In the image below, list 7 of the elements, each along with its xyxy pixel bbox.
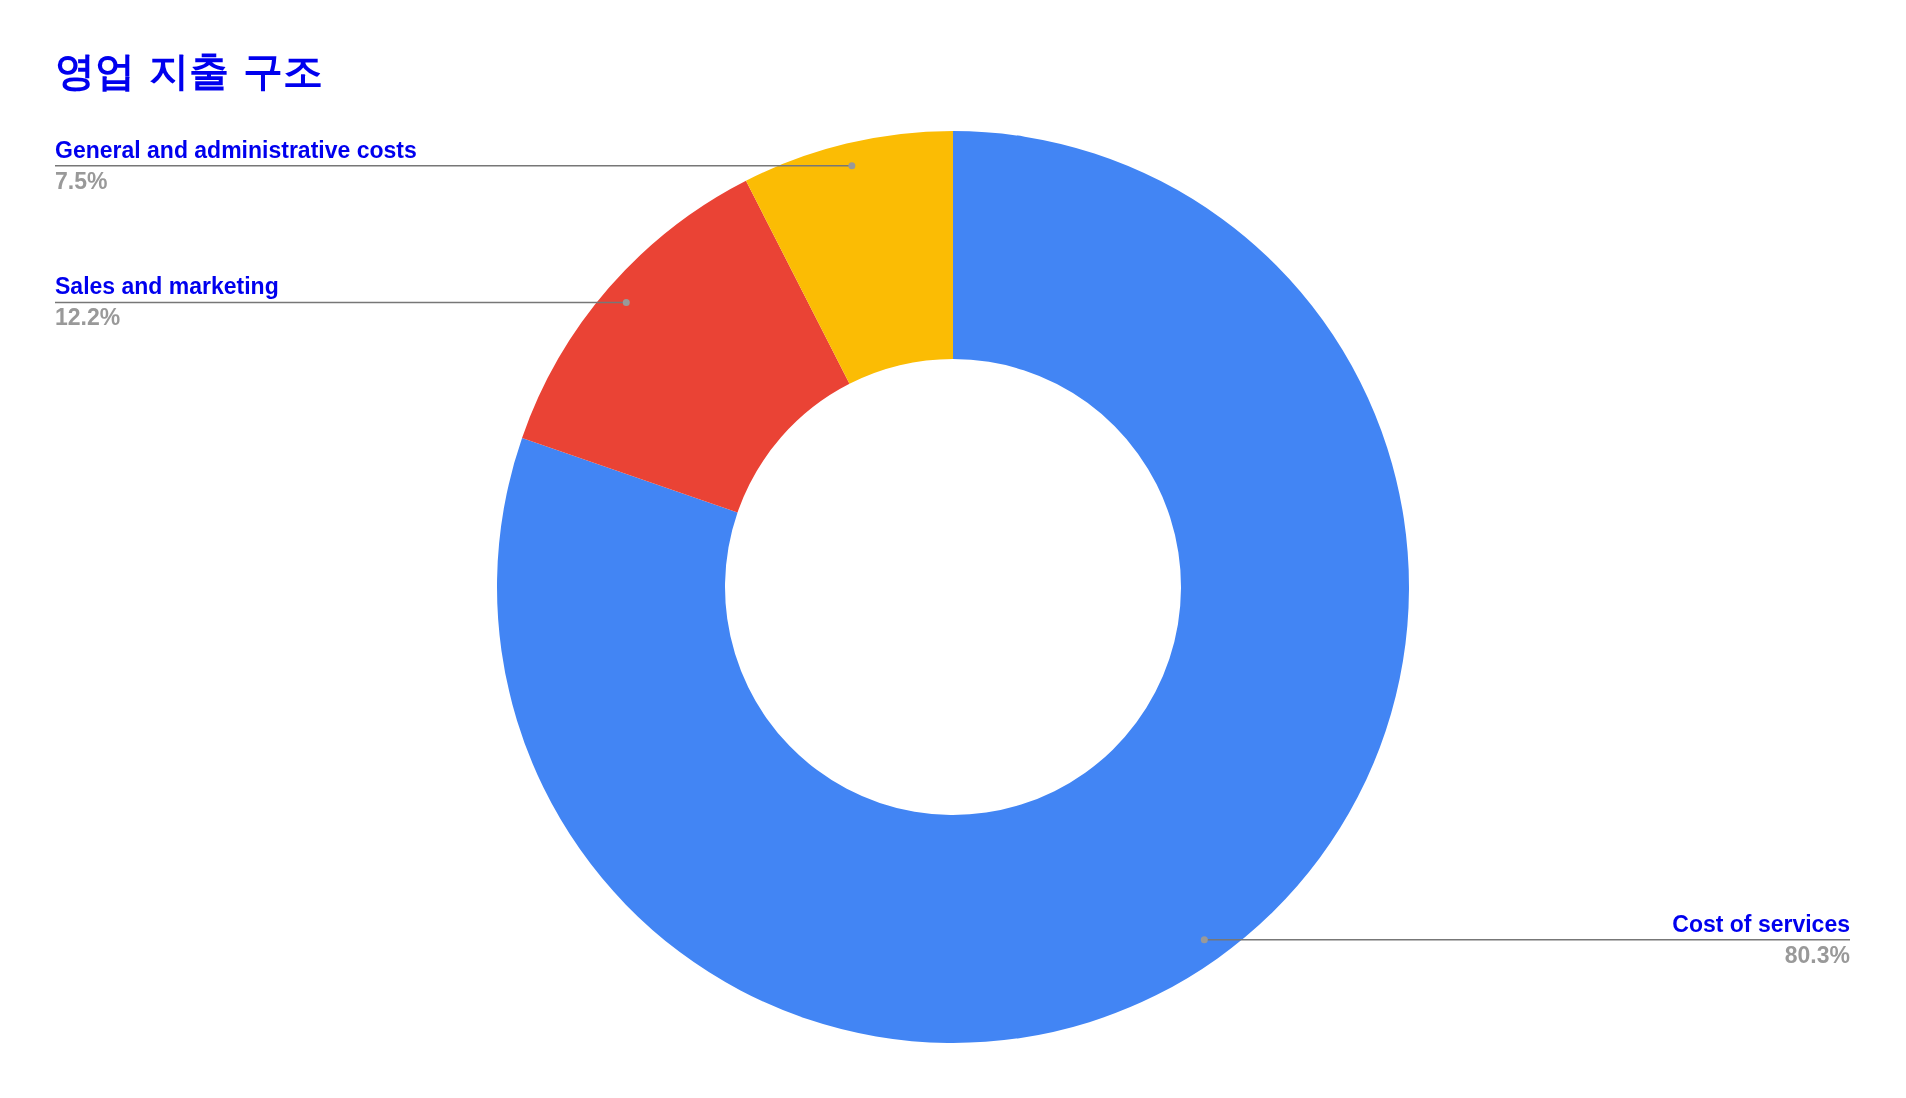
data-label: 80.3%	[1784, 941, 1850, 968]
slice-label: General and administrative costs	[55, 136, 417, 163]
chart-title: 영업 지출 구조	[55, 47, 323, 96]
data-label: 7.5%	[55, 167, 108, 194]
data-label: 12.2%	[55, 304, 121, 331]
slice-label: Cost of services	[1672, 910, 1850, 937]
slice-label: Sales and marketing	[55, 273, 279, 300]
